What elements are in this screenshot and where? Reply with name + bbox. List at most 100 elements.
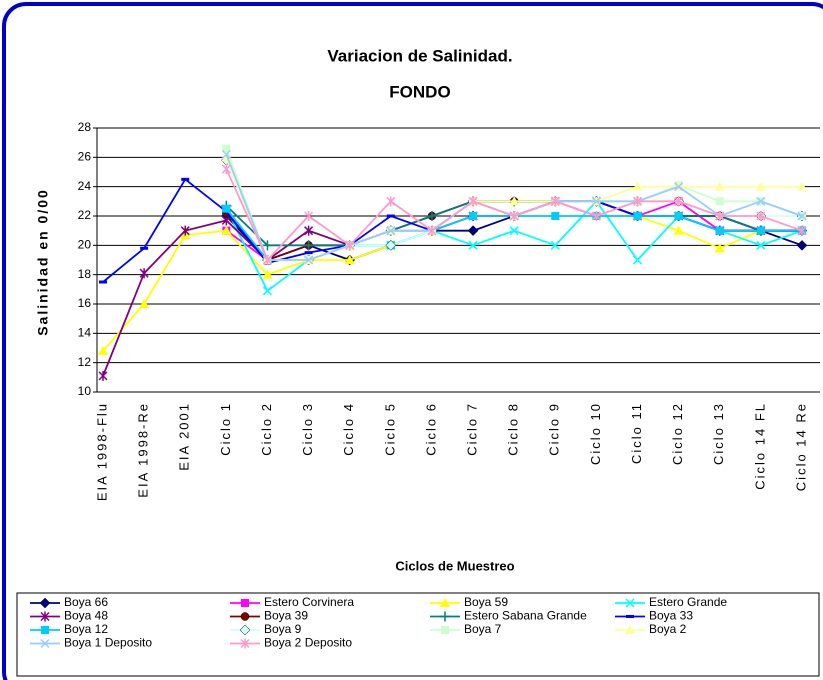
- legend-label: Boya 59: [464, 595, 508, 609]
- marker: [386, 214, 395, 218]
- marker: [797, 181, 807, 191]
- legend-item: Boya 1 Deposito: [30, 636, 152, 650]
- marker: [468, 196, 478, 207]
- x-axis-label: Ciclos de Muestreo: [395, 558, 514, 573]
- legend-label: Boya 39: [264, 609, 308, 623]
- y-tick-label: 26: [78, 150, 92, 164]
- marker: [304, 255, 314, 265]
- marker: [304, 211, 314, 221]
- marker: [40, 638, 50, 649]
- marker: [674, 182, 684, 192]
- x-tick-label: Ciclo 4: [341, 402, 356, 456]
- marker: [467, 225, 479, 237]
- legend-item: Boya 66: [30, 595, 108, 609]
- legend-item: Boya 33: [615, 609, 693, 623]
- marker: [140, 246, 149, 250]
- x-tick-label: Ciclo 5: [382, 402, 397, 456]
- legend-item: Boya 39: [230, 609, 308, 623]
- legend-item: Estero Grande: [615, 595, 727, 609]
- legend-item: Boya 2: [615, 622, 687, 636]
- marker: [633, 212, 642, 220]
- legend-label: Boya 66: [64, 595, 108, 609]
- marker: [625, 598, 635, 608]
- marker: [304, 225, 314, 236]
- marker: [591, 211, 601, 221]
- x-tick-label: Ciclo 2: [259, 402, 274, 456]
- legend-label: Boya 1 Deposito: [64, 636, 152, 650]
- x-tick-label: Ciclo 13: [711, 402, 726, 465]
- legend-item: Boya 9: [230, 622, 302, 636]
- marker: [715, 211, 725, 221]
- marker: [139, 268, 149, 279]
- marker: [674, 212, 683, 220]
- y-axis-label: Salinidad en 0/00: [35, 188, 51, 336]
- marker: [550, 196, 560, 207]
- marker: [426, 211, 437, 221]
- legend-label: Estero Corvinera: [264, 595, 354, 609]
- legend-item: Boya 2 Deposito: [230, 636, 352, 650]
- marker: [715, 226, 724, 235]
- marker: [99, 280, 107, 284]
- legend-label: Estero Sabana Grande: [464, 609, 587, 623]
- marker: [626, 615, 634, 618]
- legend-item: Boya 59: [430, 595, 508, 609]
- chart-title: Variacion de Salinidad.: [327, 46, 512, 65]
- marker: [221, 225, 232, 235]
- marker: [591, 196, 601, 206]
- legend-label: Boya 2: [649, 622, 687, 636]
- marker: [468, 240, 478, 250]
- marker: [139, 299, 150, 308]
- marker: [221, 164, 231, 175]
- marker: [181, 177, 190, 181]
- marker: [632, 255, 643, 265]
- x-tick-label: Ciclo 14 Re: [793, 402, 808, 491]
- marker: [756, 240, 766, 250]
- x-tick-label: Ciclo 1: [218, 402, 233, 456]
- marker: [262, 269, 273, 279]
- legend-label: Boya 48: [64, 609, 108, 623]
- legend-item: Estero Sabana Grande: [430, 609, 587, 623]
- marker: [509, 226, 519, 236]
- marker: [714, 243, 725, 253]
- marker: [240, 638, 250, 649]
- legend-label: Boya 33: [649, 609, 693, 623]
- marker: [797, 225, 807, 236]
- marker: [509, 196, 520, 206]
- marker: [440, 598, 450, 607]
- marker: [385, 239, 397, 251]
- legend-label: Boya 12: [64, 622, 108, 636]
- marker: [756, 211, 766, 221]
- marker: [40, 611, 50, 622]
- marker: [304, 251, 313, 255]
- marker: [756, 196, 766, 206]
- y-tick-label: 12: [78, 355, 92, 369]
- legend-item: Estero Corvinera: [230, 595, 354, 609]
- marker: [39, 597, 51, 609]
- marker: [550, 240, 560, 250]
- x-tick-label: Ciclo 6: [423, 402, 438, 456]
- y-tick-label: 24: [78, 179, 92, 193]
- marker: [441, 626, 449, 634]
- marker: [222, 204, 231, 213]
- marker: [344, 255, 355, 264]
- marker: [427, 225, 437, 236]
- legend-label: Boya 2 Deposito: [264, 636, 352, 650]
- marker: [551, 212, 560, 220]
- marker: [469, 212, 478, 220]
- marker: [221, 149, 231, 159]
- marker: [386, 196, 396, 207]
- legend-item: Boya 12: [30, 622, 108, 636]
- x-tick-label: Ciclo 11: [629, 402, 644, 464]
- legend-item: Boya 48: [30, 609, 108, 623]
- chart-subtitle: FONDO: [389, 82, 450, 101]
- marker: [797, 211, 807, 221]
- x-tick-label: Ciclo 7: [464, 402, 479, 456]
- marker: [241, 599, 249, 607]
- marker: [98, 345, 108, 355]
- marker: [673, 225, 684, 235]
- marker: [41, 626, 49, 634]
- x-tick-label: Ciclo 9: [547, 402, 562, 456]
- marker: [262, 255, 273, 265]
- marker: [625, 625, 635, 634]
